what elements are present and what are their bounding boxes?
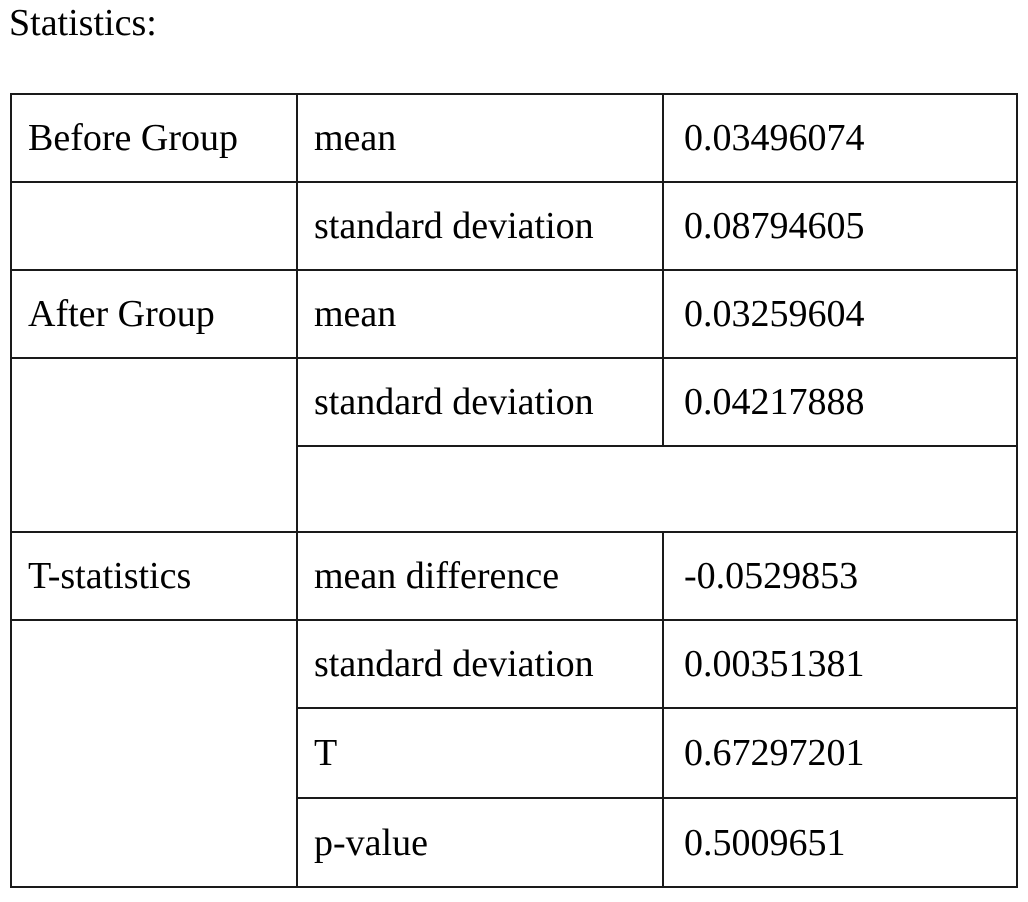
table-row: T 0.67297201	[10, 707, 1018, 799]
measure-cell: standard deviation	[296, 619, 664, 709]
measure-cell: T	[296, 707, 664, 799]
statistics-table: Before Group mean 0.03496074 standard de…	[10, 93, 1018, 888]
group-cell	[10, 708, 298, 798]
value-cell: 0.04217888	[662, 357, 1018, 447]
value-cell: 0.03496074	[662, 93, 1018, 183]
value-cell: -0.0529853	[662, 531, 1018, 621]
value-cell: 0.00351381	[662, 619, 1018, 709]
value-cell: 0.5009651	[662, 797, 1018, 888]
measure-cell: mean difference	[296, 531, 664, 621]
group-cell	[10, 798, 298, 888]
measure-cell: p-value	[296, 797, 664, 888]
table-row: standard deviation 0.04217888	[10, 357, 1018, 447]
group-cell: T-statistics	[10, 531, 298, 621]
table-row: p-value 0.5009651	[10, 797, 1018, 888]
empty-cell	[296, 445, 1018, 533]
measure-cell: standard deviation	[296, 181, 664, 271]
measure-cell: standard deviation	[296, 357, 664, 447]
value-cell: 0.67297201	[662, 707, 1018, 799]
measure-cell: mean	[296, 93, 664, 183]
page-heading: Statistics:	[9, 2, 157, 44]
table-row: Before Group mean 0.03496074	[10, 93, 1018, 183]
table-row: After Group mean 0.03259604	[10, 269, 1018, 359]
value-cell: 0.03259604	[662, 269, 1018, 359]
table-row: standard deviation 0.08794605	[10, 181, 1018, 271]
group-cell	[10, 446, 298, 533]
table-row	[10, 445, 1018, 533]
group-cell	[10, 357, 298, 446]
group-cell: After Group	[10, 269, 298, 359]
table-row: standard deviation 0.00351381	[10, 619, 1018, 709]
group-cell	[10, 619, 298, 708]
value-cell: 0.08794605	[662, 181, 1018, 271]
measure-cell: mean	[296, 269, 664, 359]
table-row: T-statistics mean difference -0.0529853	[10, 531, 1018, 621]
group-cell	[10, 181, 298, 271]
group-cell: Before Group	[10, 93, 298, 183]
